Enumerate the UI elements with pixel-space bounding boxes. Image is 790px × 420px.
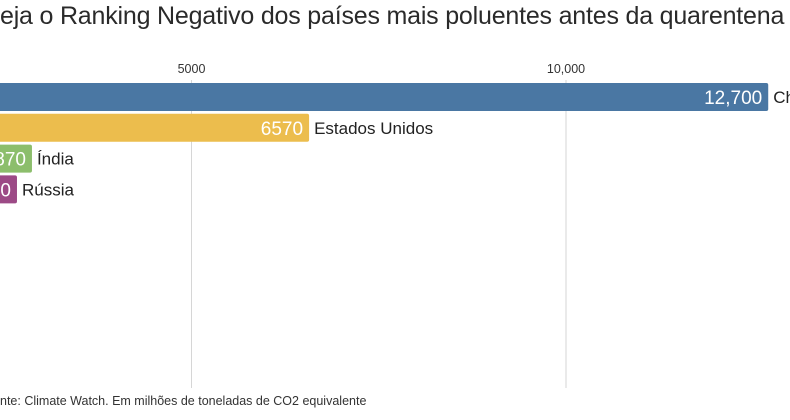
x-tick-label-0: 5000 — [178, 62, 206, 76]
bars: 12,700 Ch 6570 Estados Unidos 2870 Índia 2670 R… — [0, 83, 790, 204]
x-tick-label-1: 10,000 — [547, 62, 585, 76]
bar-2 — [0, 144, 32, 173]
bar-category-label-0: Ch — [773, 88, 790, 107]
bar-1 — [0, 113, 310, 142]
bar-value-label-0: 12,700 — [704, 88, 762, 109]
bar-value-label-1: 6570 — [261, 119, 303, 140]
chart-title: eja o Ranking Negativo dos países mais p… — [0, 2, 785, 30]
bar-category-label-3: Rússia — [22, 180, 75, 199]
bar-value-label-2: 2870 — [0, 150, 26, 171]
bar-3 — [0, 175, 17, 204]
x-axis-ticks: 5000 10,000 — [178, 62, 586, 76]
bar-value-label-3: 2670 — [0, 180, 11, 201]
bar-category-label-2: Índia — [37, 150, 74, 169]
bar-0 — [0, 83, 769, 111]
bar-category-label-1: Estados Unidos — [314, 119, 433, 138]
chart-source-note: nte: Climate Watch. Em milhões de tonela… — [0, 394, 367, 408]
